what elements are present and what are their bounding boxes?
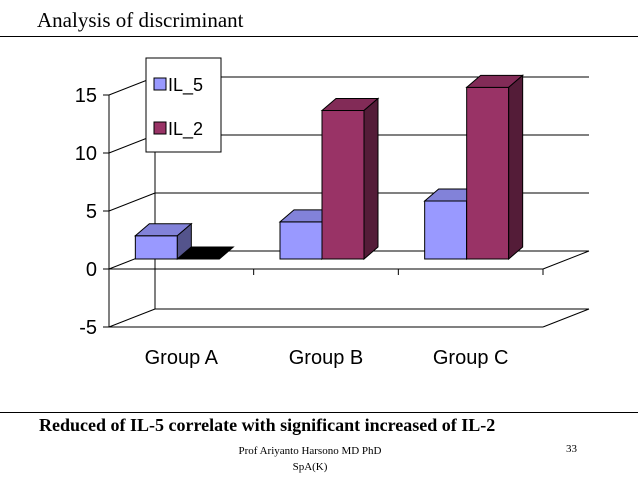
x-tick-label: Group B bbox=[289, 347, 363, 369]
bar-il2-group-c bbox=[466, 86, 510, 260]
chart-tick-labels: -5 0 5 10 15 Group A Group B Group C bbox=[75, 85, 509, 369]
bar-il2-group-c-side bbox=[508, 74, 524, 261]
title-divider bbox=[0, 36, 638, 37]
y-tick-label: 5 bbox=[86, 201, 97, 223]
bar-il2-group-b-side bbox=[363, 97, 379, 261]
footer-author: Prof Ariyanto Harsono MD PhD bbox=[238, 445, 382, 457]
bar-il2-group-b bbox=[321, 110, 365, 260]
legend-label-il5: IL_5 bbox=[168, 75, 203, 96]
page-number: 33 bbox=[566, 443, 577, 455]
bar-il5-group-c bbox=[424, 200, 468, 260]
bar-il5-group-a bbox=[134, 235, 178, 260]
chart-axes bbox=[103, 77, 544, 328]
y-tick-label: 0 bbox=[86, 259, 97, 281]
x-tick-label: Group C bbox=[433, 347, 509, 369]
bar-chart: -5 0 5 10 15 Group A Group B Group C IL_5 IL_2 bbox=[75, 57, 590, 369]
legend-label-il2: IL_2 bbox=[168, 119, 203, 140]
gridline-diagonal bbox=[542, 250, 590, 270]
gridline-diagonal bbox=[542, 308, 590, 328]
y-tick-label: 10 bbox=[75, 143, 97, 165]
footer-credit: Prof Ariyanto Harsono MD PhD SpA(K) bbox=[210, 443, 410, 475]
chart-legend: IL_5 IL_2 bbox=[145, 57, 222, 153]
footer-affiliation: SpA(K) bbox=[292, 461, 328, 473]
x-tick-label: Group A bbox=[145, 347, 219, 369]
legend-box bbox=[145, 57, 222, 153]
caption-divider bbox=[0, 412, 638, 413]
bar-il5-group-b bbox=[279, 221, 323, 260]
legend-swatch-il5 bbox=[153, 77, 167, 91]
gridline-diagonal bbox=[108, 192, 156, 212]
legend-swatch-il2 bbox=[153, 121, 167, 135]
y-tick-label: -5 bbox=[79, 317, 97, 339]
slide-title: Analysis of discriminant bbox=[37, 8, 244, 32]
bar-il2-group-a-flat bbox=[175, 246, 235, 260]
gridline-diagonal bbox=[108, 308, 156, 328]
chart-bars bbox=[133, 74, 525, 261]
slide-caption: Reduced of IL-5 correlate with significa… bbox=[39, 415, 496, 435]
y-tick-label: 15 bbox=[75, 85, 97, 107]
